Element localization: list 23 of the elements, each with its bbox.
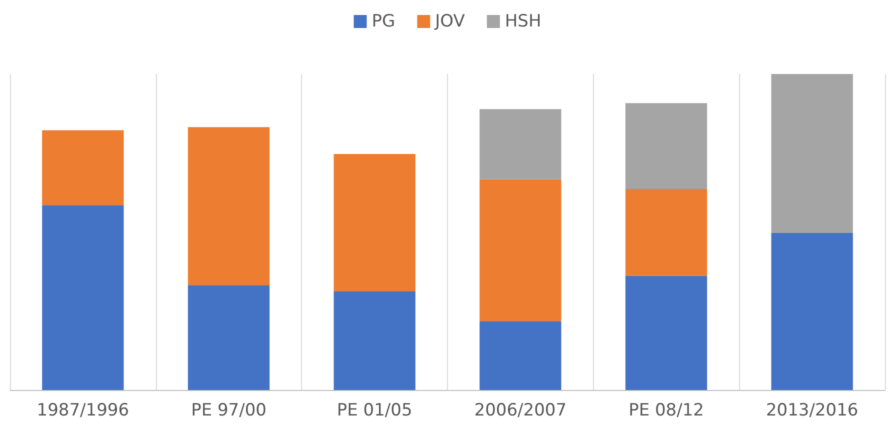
bar	[480, 321, 562, 390]
bar	[625, 276, 708, 390]
bar	[42, 130, 124, 206]
x-tick-label: PE 97/00	[191, 400, 266, 420]
x-tick-label: 1987/1996	[36, 400, 130, 420]
bar	[188, 285, 270, 390]
legend-label: PG	[372, 12, 396, 32]
bar	[480, 179, 562, 322]
x-tick-label: 2006/2007	[474, 400, 567, 420]
bar	[480, 109, 562, 180]
legend-label: JOV	[434, 12, 466, 32]
bar	[771, 74, 853, 233]
bar	[625, 103, 708, 190]
x-tick-label: PE 08/12	[628, 400, 704, 420]
bar	[334, 154, 416, 292]
x-tick-label: 2013/2016	[766, 400, 858, 420]
bar	[188, 127, 270, 286]
legend-label: HSH	[504, 12, 542, 32]
bar	[334, 291, 416, 390]
bar	[625, 189, 708, 276]
bar	[771, 232, 853, 390]
bar	[42, 205, 124, 390]
x-tick-label: PE 01/05	[336, 400, 412, 420]
